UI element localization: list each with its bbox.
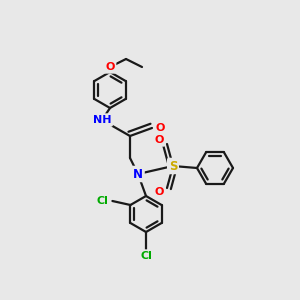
Text: Cl: Cl (140, 251, 152, 261)
Text: S: S (169, 160, 177, 172)
Text: O: O (105, 62, 115, 72)
Text: N: N (133, 167, 143, 181)
Text: O: O (155, 123, 165, 133)
Text: O: O (154, 135, 164, 145)
Text: NH: NH (93, 115, 111, 125)
Text: Cl: Cl (97, 196, 108, 206)
Text: O: O (154, 187, 164, 197)
